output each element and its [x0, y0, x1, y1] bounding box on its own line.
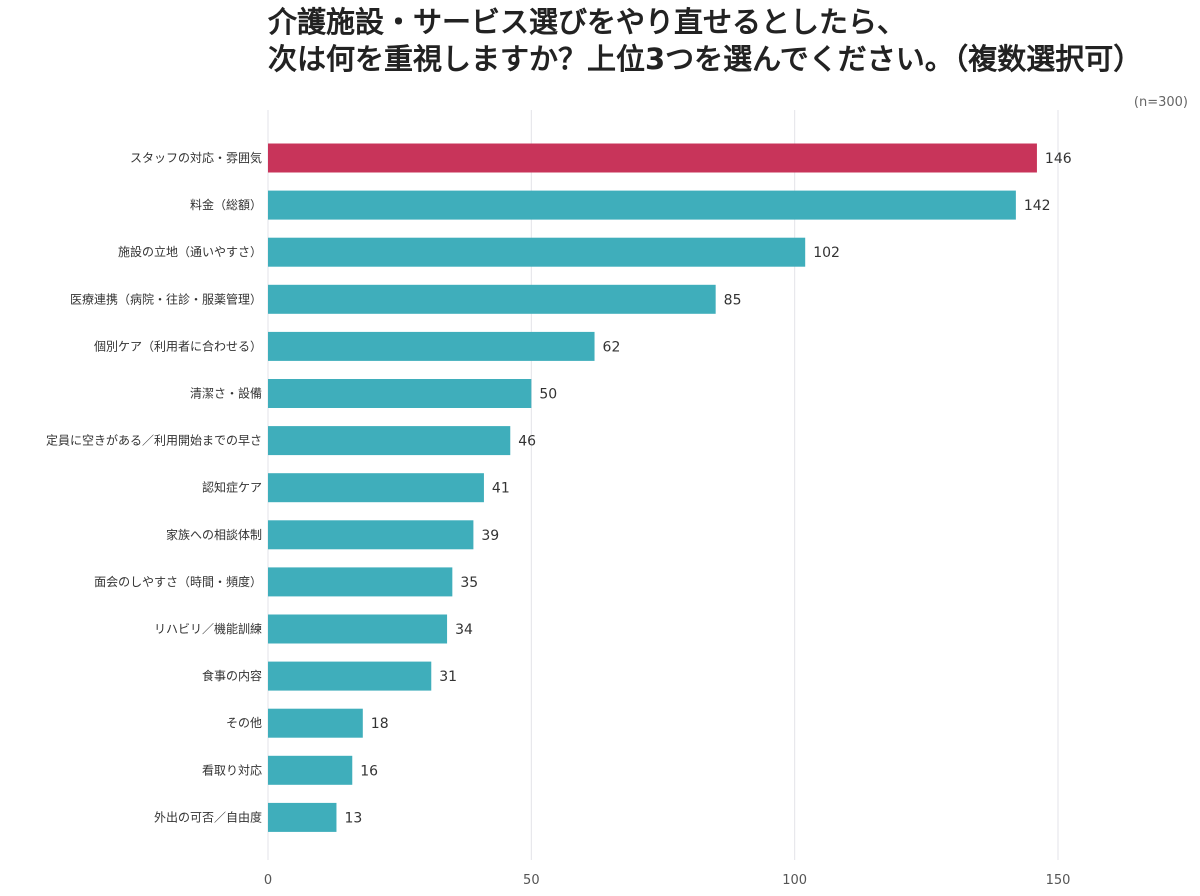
- value-label-3: 102: [813, 245, 840, 261]
- value-label-12: 31: [439, 669, 457, 685]
- label-layer: 0 50 100 150 スタッフの対応・雰囲気 146 料金（総額） 142 施設の立地（通い…: [46, 150, 1072, 888]
- sample-size-note: (n=300): [1133, 95, 1188, 110]
- bar-3: [268, 237, 806, 267]
- category-label-6: 清潔さ・設備: [190, 386, 262, 401]
- bar-9: [268, 520, 474, 550]
- category-label-4: 医療連携（病院・往診・服薬管理）: [70, 291, 262, 306]
- chart-title-line-2: 次は何を重視しますか？上位3つを選んでください。（複数選択可）: [268, 42, 1143, 76]
- value-label-4: 85: [724, 292, 742, 308]
- value-label-9: 39: [481, 528, 499, 544]
- value-label-5: 62: [603, 339, 621, 355]
- value-label-13: 18: [371, 716, 389, 732]
- category-label-11: リハビリ／機能訓練: [154, 621, 262, 636]
- bar-15: [268, 802, 337, 832]
- category-label-3: 施設の立地（通いやすさ）: [118, 244, 262, 259]
- value-label-1: 146: [1045, 151, 1072, 167]
- x-tick-label-150: 150: [1046, 873, 1071, 888]
- x-tick-label-0: 0: [264, 873, 272, 888]
- category-label-14: 看取り対応: [202, 763, 262, 777]
- category-label-12: 食事の内容: [202, 668, 262, 683]
- category-label-1: スタッフの対応・雰囲気: [130, 150, 262, 165]
- value-label-15: 13: [344, 810, 362, 826]
- category-label-2: 料金（総額）: [190, 197, 262, 212]
- value-label-10: 35: [460, 575, 478, 591]
- bar-13: [268, 708, 363, 738]
- chart-title: 介護施設・サービス選びをやり直せるとしたら、 次は何を重視しますか？上位3つを選…: [268, 4, 1188, 78]
- x-tick-label-50: 50: [523, 873, 540, 888]
- bar-1: [268, 143, 1037, 173]
- bar-12: [268, 661, 432, 691]
- category-label-10: 面会のしやすさ（時間・頻度）: [94, 574, 262, 589]
- chart-title-line-1: 介護施設・サービス選びをやり直せるとしたら、: [268, 5, 907, 39]
- value-label-7: 46: [518, 434, 536, 450]
- category-label-8: 認知症ケア: [202, 480, 262, 495]
- bar-4: [268, 284, 716, 314]
- bar-6: [268, 379, 532, 408]
- bar-7: [268, 426, 511, 456]
- category-label-5: 個別ケア（利用者に合わせる）: [94, 338, 262, 353]
- value-label-14: 16: [360, 763, 378, 779]
- category-label-15: 外出の可否／自由度: [154, 809, 262, 824]
- bar-5: [268, 331, 595, 361]
- category-label-13: その他: [226, 716, 262, 730]
- bar-2: [268, 190, 1016, 220]
- bar-layer: [268, 143, 1037, 832]
- value-label-11: 34: [455, 622, 473, 638]
- category-label-9: 家族への相談体制: [166, 527, 262, 542]
- bar-10: [268, 567, 453, 597]
- value-label-8: 41: [492, 481, 510, 497]
- x-tick-label-100: 100: [782, 873, 807, 888]
- bar-14: [268, 755, 353, 785]
- bar-11: [268, 614, 448, 644]
- value-label-2: 142: [1024, 198, 1051, 214]
- value-label-6: 50: [539, 387, 557, 403]
- bar-8: [268, 473, 484, 503]
- category-label-7: 定員に空きがある／利用開始までの早さ: [46, 433, 262, 448]
